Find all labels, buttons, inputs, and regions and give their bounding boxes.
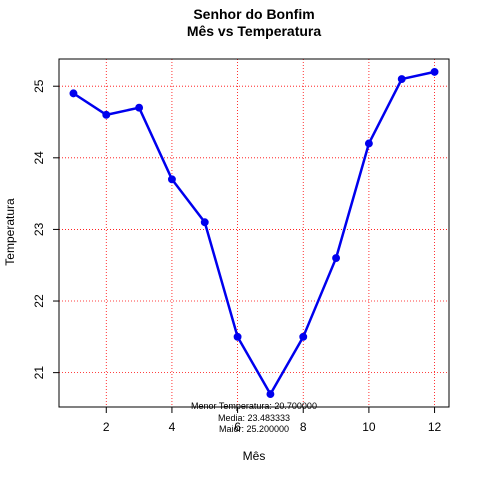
x-axis-label: Mês [243,449,266,463]
data-point [399,76,405,82]
x-tick-label: 12 [428,420,442,434]
y-axis: 21 22 23 24 25 [32,79,59,379]
y-tick-label: 25 [32,79,46,93]
data-point [136,104,142,110]
series-line [73,72,434,394]
y-tick-label: 22 [32,294,46,308]
x-tick-label: 2 [103,420,110,434]
x-tick-label: 10 [362,420,376,434]
chart-title: Senhor do Bonfim [193,6,314,22]
data-point [202,219,208,225]
y-axis-label: Temperatura [3,198,17,266]
data-point [103,112,109,118]
y-tick-label: 21 [32,366,46,380]
y-tick-label: 24 [32,151,46,165]
x-tick-label: 4 [169,420,176,434]
data-point [70,90,76,96]
data-point [234,334,240,340]
annotations: Menor Temperatura: 20.700000 Media: 23.4… [191,401,317,434]
annotation-max: Maior: 25.200000 [219,424,289,434]
data-point [431,69,437,75]
annotation-mean: Media: 23.483333 [218,413,290,423]
data-point [366,140,372,146]
data-point [169,176,175,182]
data-point [267,391,273,397]
data-point [300,334,306,340]
chart-subtitle: Mês vs Temperatura [187,23,322,39]
annotation-min: Menor Temperatura: 20.700000 [191,401,317,411]
data-point [333,255,339,261]
y-tick-label: 23 [32,222,46,236]
x-tick-label: 8 [300,420,307,434]
series-temperatura [70,69,438,398]
